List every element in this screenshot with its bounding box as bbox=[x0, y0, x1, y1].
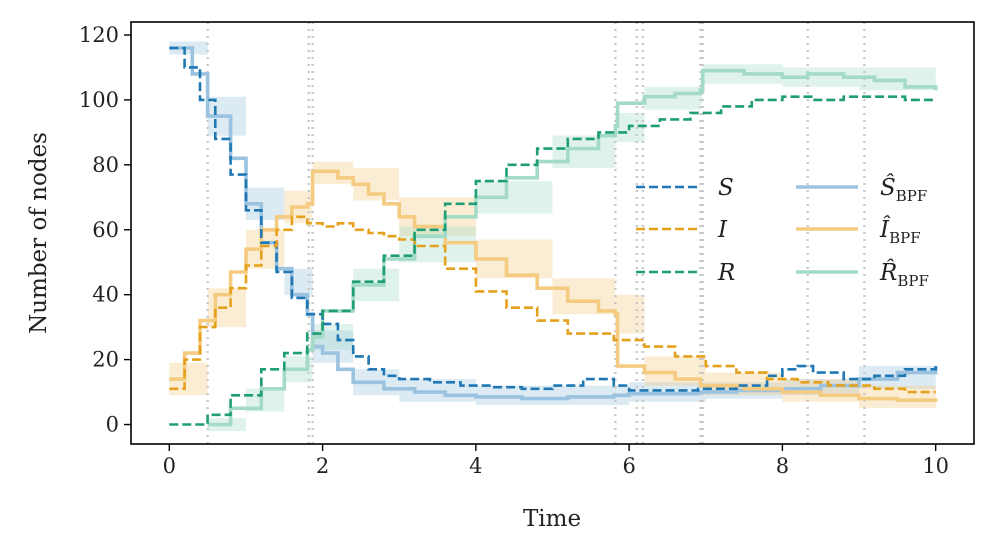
x-tick-label-1: 2 bbox=[316, 454, 329, 478]
legend-label-5: R̂BPF bbox=[879, 260, 929, 290]
y-tick-label-1: 20 bbox=[92, 348, 119, 372]
band-5 bbox=[207, 64, 936, 431]
plot-frame bbox=[130, 21, 975, 445]
y-tick-label-3: 60 bbox=[92, 218, 119, 242]
legend-label-2: R bbox=[717, 260, 735, 286]
legend-label-sub-4: BPF bbox=[889, 229, 921, 247]
series-line-2 bbox=[169, 95, 936, 426]
series-line-5 bbox=[207, 68, 938, 427]
y-axis-label: Number of nodes bbox=[26, 132, 52, 334]
x-tick-label-5: 10 bbox=[922, 454, 949, 478]
legend-label-sub-5: BPF bbox=[897, 272, 929, 290]
y-tick-label-4: 80 bbox=[92, 153, 119, 177]
x-tick-label-2: 4 bbox=[469, 454, 482, 478]
series-line-0 bbox=[169, 46, 937, 392]
series-line-1 bbox=[169, 215, 936, 394]
legend-label-sub-3: BPF bbox=[896, 187, 928, 205]
y-tick-label-2: 40 bbox=[92, 283, 119, 307]
y-tick-label-0: 0 bbox=[106, 413, 119, 437]
x-tick-label-0: 0 bbox=[163, 454, 176, 478]
x-axis-label: Time bbox=[523, 506, 581, 532]
legend-label-4: ÎBPF bbox=[879, 216, 921, 247]
legend-label-1: I bbox=[717, 217, 728, 243]
x-tick-label-4: 8 bbox=[776, 454, 789, 478]
legend-label-0: S bbox=[718, 175, 734, 201]
legend: SIR ŜBPF ÎBPF R̂BPF bbox=[636, 174, 929, 290]
legend-label-3: ŜBPF bbox=[880, 174, 927, 205]
band-3 bbox=[169, 41, 936, 405]
event-vertical-lines bbox=[206, 22, 866, 444]
x-tick-label-3: 6 bbox=[622, 454, 635, 478]
y-tick-label-5: 100 bbox=[79, 88, 119, 112]
y-tick-label-6: 120 bbox=[79, 23, 119, 47]
series-lines bbox=[169, 46, 938, 427]
